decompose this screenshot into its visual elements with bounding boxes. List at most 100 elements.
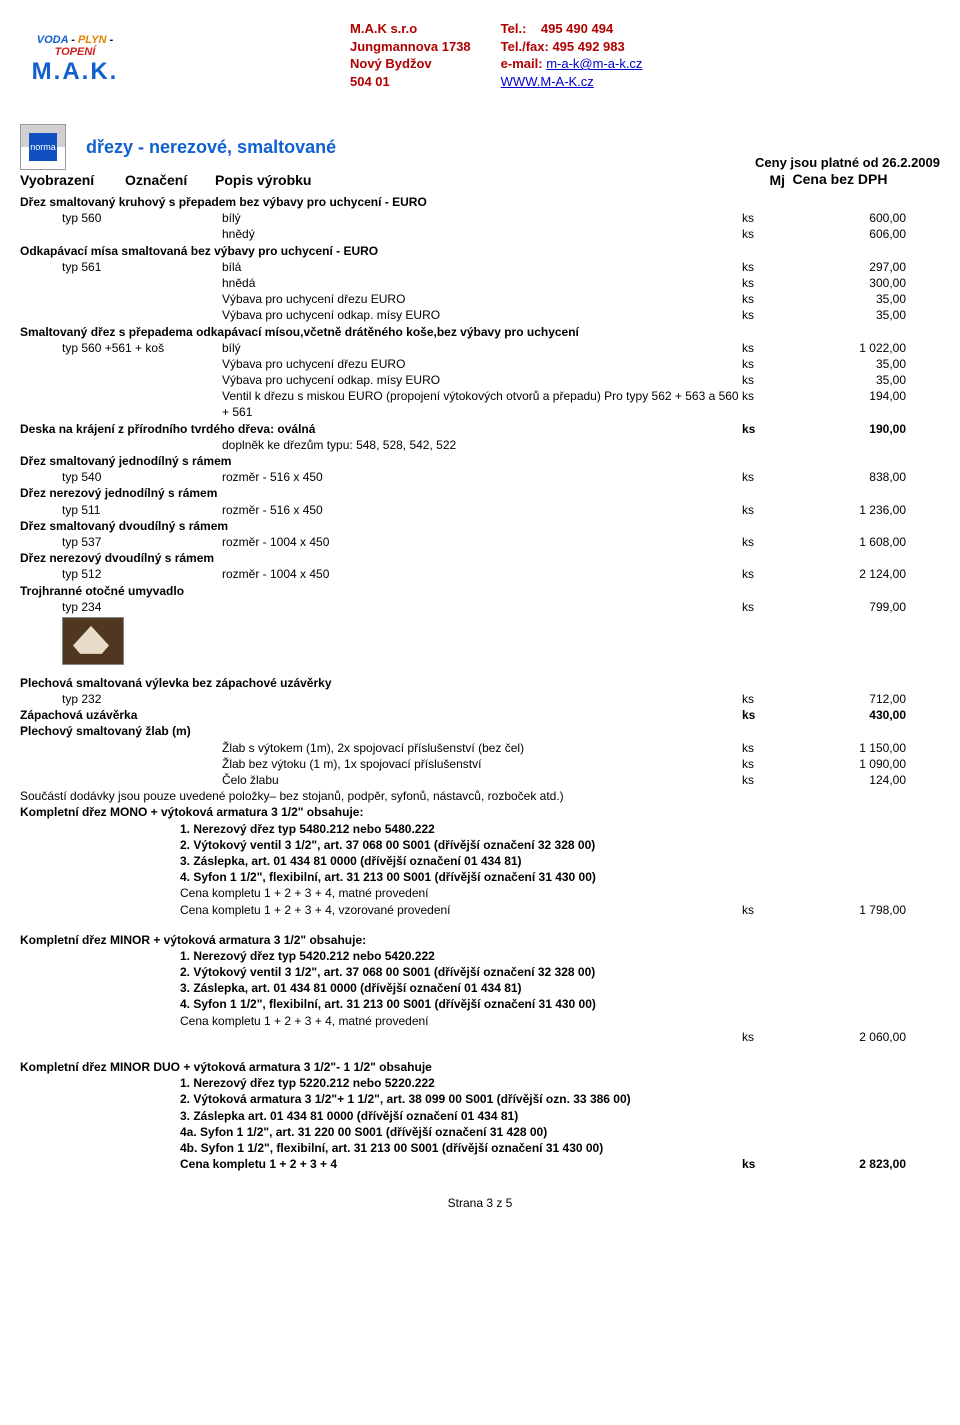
col-popis-cell: rozměr - 1004 x 450 — [222, 534, 742, 550]
col-popis-cell: Výbava pro uchycení odkap. mísy EURO — [222, 372, 742, 388]
kit-item: 3. Záslepka, art. 01 434 81 0000 (dřívěj… — [180, 980, 522, 996]
col-popis-cell: Výbava pro uchycení dřezu EURO — [222, 291, 742, 307]
col-mj-cell: ks — [742, 502, 796, 518]
company-street: Jungmannova 1738 — [350, 38, 471, 56]
col-price-cell: 1 022,00 — [796, 340, 906, 356]
col-mj-cell: ks — [742, 307, 796, 323]
kit-item: Cena kompletu 1 + 2 + 3 + 4, matné prove… — [180, 885, 429, 901]
logo-topeni: TOPENÍ — [55, 46, 96, 58]
col-price-cell: 430,00 — [796, 707, 906, 723]
group-heading: Trojhranné otočné umyvadlo — [20, 583, 742, 599]
col-price-cell: 194,00 — [796, 388, 906, 420]
kit-item: 4b. Syfon 1 1/2", flexibilní, art. 31 21… — [180, 1140, 603, 1156]
fax-value: 495 492 983 — [552, 39, 624, 54]
col-popis-cell: hnědá — [222, 275, 742, 291]
col-price-cell: 2 823,00 — [796, 1156, 906, 1172]
kit-item: 1. Nerezový dřez typ 5220.212 nebo 5220.… — [180, 1075, 435, 1091]
col-oznaceni-cell: typ 234 — [62, 599, 222, 615]
page-header: VODA - PLYN - TOPENÍ M.A.K. M.A.K s.r.o … — [20, 20, 940, 100]
company-logo: VODA - PLYN - TOPENÍ M.A.K. — [20, 20, 130, 100]
email-label: e-mail: — [501, 56, 543, 71]
col-popis-cell: Výbava pro uchycení odkap. mísy EURO — [222, 307, 742, 323]
col-mj-cell: ks — [742, 1029, 796, 1045]
group-heading: Odkapávací mísa smaltovaná bez výbavy pr… — [20, 243, 742, 259]
col-price-cell: 190,00 — [796, 421, 906, 437]
col-price-cell: 35,00 — [796, 291, 906, 307]
fax-label: Tel./fax: — [501, 39, 549, 54]
col-popis-cell: bílá — [222, 259, 742, 275]
group-heading: Dřez smaltovaný dvoudílný s rámem — [20, 518, 742, 534]
col-popis-cell: rozměr - 1004 x 450 — [222, 566, 742, 582]
group-heading: Dřez smaltovaný kruhový s přepadem bez v… — [20, 194, 742, 210]
logo-plyn: PLYN — [78, 34, 107, 46]
col-vyobrazeni: Vyobrazení — [20, 172, 125, 188]
tel-value: 495 490 494 — [541, 21, 613, 36]
col-popis-cell: Ventil k dřezu s miskou EURO (propojení … — [222, 388, 742, 420]
email-link[interactable]: m-a-k@m-a-k.cz — [546, 56, 642, 71]
col-oznaceni-cell: typ 232 — [62, 691, 222, 707]
delivery-note: Součástí dodávky jsou pouze uvedené polo… — [20, 788, 564, 804]
company-info: M.A.K s.r.o Jungmannova 1738 Nový Bydžov… — [350, 20, 642, 90]
col-popis-cell: bílý — [222, 210, 742, 226]
col-popis: Popis výrobku — [215, 172, 735, 188]
col-price-cell: 712,00 — [796, 691, 906, 707]
group-heading: Plechový smaltovaný žlab (m) — [20, 723, 742, 739]
col-price-cell: 1 090,00 — [796, 756, 906, 772]
group-heading: Deska na krájení z přírodního tvrdého dř… — [20, 421, 742, 437]
col-price-cell: 2 124,00 — [796, 566, 906, 582]
col-price-cell: 838,00 — [796, 469, 906, 485]
page-footer: Strana 3 z 5 — [20, 1196, 940, 1210]
col-price-cell: 124,00 — [796, 772, 906, 788]
col-mj-cell: ks — [742, 259, 796, 275]
col-popis-cell: Žlab s výtokem (1m), 2x spojovací příslu… — [222, 740, 742, 756]
col-mj-cell: ks — [742, 772, 796, 788]
price-list: Dřez smaltovaný kruhový s přepadem bez v… — [20, 194, 940, 1172]
col-mj-cell: ks — [742, 372, 796, 388]
col-oznaceni-cell: typ 560 +561 + koš — [62, 340, 222, 356]
col-popis-cell: hnědý — [222, 226, 742, 242]
col-mj-cell: ks — [742, 691, 796, 707]
logo-text: M.A.K. — [32, 58, 119, 86]
group-heading: Dřez nerezový jednodílný s rámem — [20, 485, 742, 501]
col-popis-cell: doplněk ke dřezům typu: 548, 528, 542, 5… — [222, 437, 742, 453]
col-mj-cell: ks — [742, 599, 796, 615]
col-oznaceni: Označení — [125, 172, 215, 188]
col-mj-cell: ks — [742, 226, 796, 242]
col-popis-cell: rozměr - 516 x 450 — [222, 502, 742, 518]
group-heading: Smaltovaný dřez s přepadema odkapávací m… — [20, 324, 742, 340]
logo-voda: VODA — [37, 34, 68, 46]
col-oznaceni-cell: typ 512 — [62, 566, 222, 582]
section-header: norma dřezy - nerezové, smaltované Ceny … — [20, 124, 940, 170]
col-popis-cell: Žlab bez výtoku (1 m), 1x spojovací přís… — [222, 756, 742, 772]
group-heading: Plechová smaltovaná výlevka bez zápachov… — [20, 675, 742, 691]
col-price-cell: 600,00 — [796, 210, 906, 226]
www-link[interactable]: WWW.M-A-K.cz — [501, 74, 594, 89]
col-mj-cell: ks — [742, 469, 796, 485]
col-price-cell: 300,00 — [796, 275, 906, 291]
kit-item: 2. Výtokový ventil 3 1/2", art. 37 068 0… — [180, 837, 595, 853]
kit-item: 4. Syfon 1 1/2", flexibilní, art. 31 213… — [180, 869, 596, 885]
col-popis-cell: Čelo žlabu — [222, 772, 742, 788]
col-oznaceni-cell: typ 537 — [62, 534, 222, 550]
kit-item: Cena kompletu 1 + 2 + 3 + 4, vzorované p… — [180, 902, 742, 918]
col-price-cell: 1 236,00 — [796, 502, 906, 518]
company-name: M.A.K s.r.o — [350, 20, 471, 38]
col-mj-cell: ks — [742, 756, 796, 772]
col-price-cell: 1 798,00 — [796, 902, 906, 918]
col-mj-cell: ks — [742, 566, 796, 582]
col-mj-cell: ks — [742, 421, 796, 437]
column-headers: Vyobrazení Označení Popis výrobku Mj Cen… — [20, 172, 940, 188]
col-price-cell: 606,00 — [796, 226, 906, 242]
col-oznaceni-cell: typ 540 — [62, 469, 222, 485]
col-price-cell: 1 150,00 — [796, 740, 906, 756]
kit-item: Cena kompletu 1 + 2 + 3 + 4, matné prove… — [180, 1013, 429, 1029]
kit-item: 2. Výtokový ventil 3 1/2", art. 37 068 0… — [180, 964, 595, 980]
kit-item: Cena kompletu 1 + 2 + 3 + 4 — [180, 1156, 742, 1172]
norma-icon: norma — [20, 124, 66, 170]
col-mj-cell: ks — [742, 902, 796, 918]
col-price-cell: 2 060,00 — [796, 1029, 906, 1045]
col-mj-cell: ks — [742, 340, 796, 356]
col-mj-cell: ks — [742, 388, 796, 420]
kit-item: 3. Záslepka art. 01 434 81 0000 (dřívějš… — [180, 1108, 518, 1124]
col-mj-cell: ks — [742, 534, 796, 550]
